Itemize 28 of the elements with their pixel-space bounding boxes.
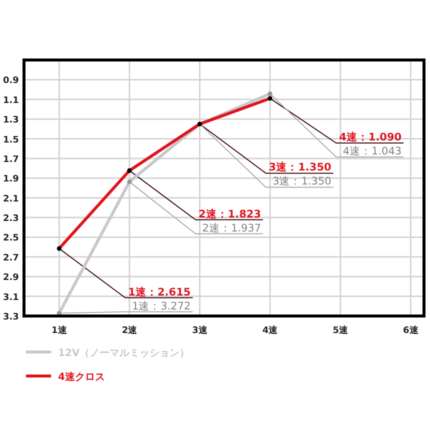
y-tick-label: 2.7 bbox=[3, 253, 19, 264]
x-tick-label: 2速 bbox=[122, 325, 138, 336]
y-tick-label: 1.3 bbox=[3, 116, 19, 126]
x-tick-label: 3速 bbox=[192, 325, 208, 336]
y-tick-label: 1.9 bbox=[3, 174, 19, 185]
x-tick-label: 6速 bbox=[403, 325, 420, 336]
data-label: 4速：1.043 bbox=[342, 144, 402, 158]
y-tick-label: 1.7 bbox=[3, 154, 19, 165]
y-tick-label: 3.3 bbox=[3, 312, 19, 322]
y-tick-label: 2.5 bbox=[3, 234, 19, 244]
y-tick-label: 1.1 bbox=[3, 96, 19, 106]
y-tick-label: 3.1 bbox=[3, 292, 19, 303]
data-label: 3速：1.350 bbox=[268, 160, 332, 174]
y-tick-label: 2.3 bbox=[3, 214, 19, 224]
y-tick-label: 0.9 bbox=[3, 76, 19, 86]
data-label: 2速：1.823 bbox=[198, 207, 262, 220]
data-label: 1速：3.272 bbox=[132, 299, 191, 312]
x-tick-label: 5速 bbox=[332, 325, 349, 336]
legend-label: 4速クロス bbox=[58, 371, 105, 383]
y-tick-label: 2.1 bbox=[3, 194, 19, 204]
data-label: 2速：1.937 bbox=[202, 221, 262, 234]
y-tick-label: 2.9 bbox=[3, 273, 19, 284]
x-tick-label: 4速 bbox=[262, 325, 279, 336]
y-tick-label: 1.5 bbox=[3, 135, 19, 146]
data-label: 4速：1.090 bbox=[339, 130, 402, 144]
data-label: 1速：2.615 bbox=[128, 285, 191, 298]
x-tick-label: 1速 bbox=[52, 325, 68, 336]
data-label: 3速：1.350 bbox=[272, 174, 332, 188]
